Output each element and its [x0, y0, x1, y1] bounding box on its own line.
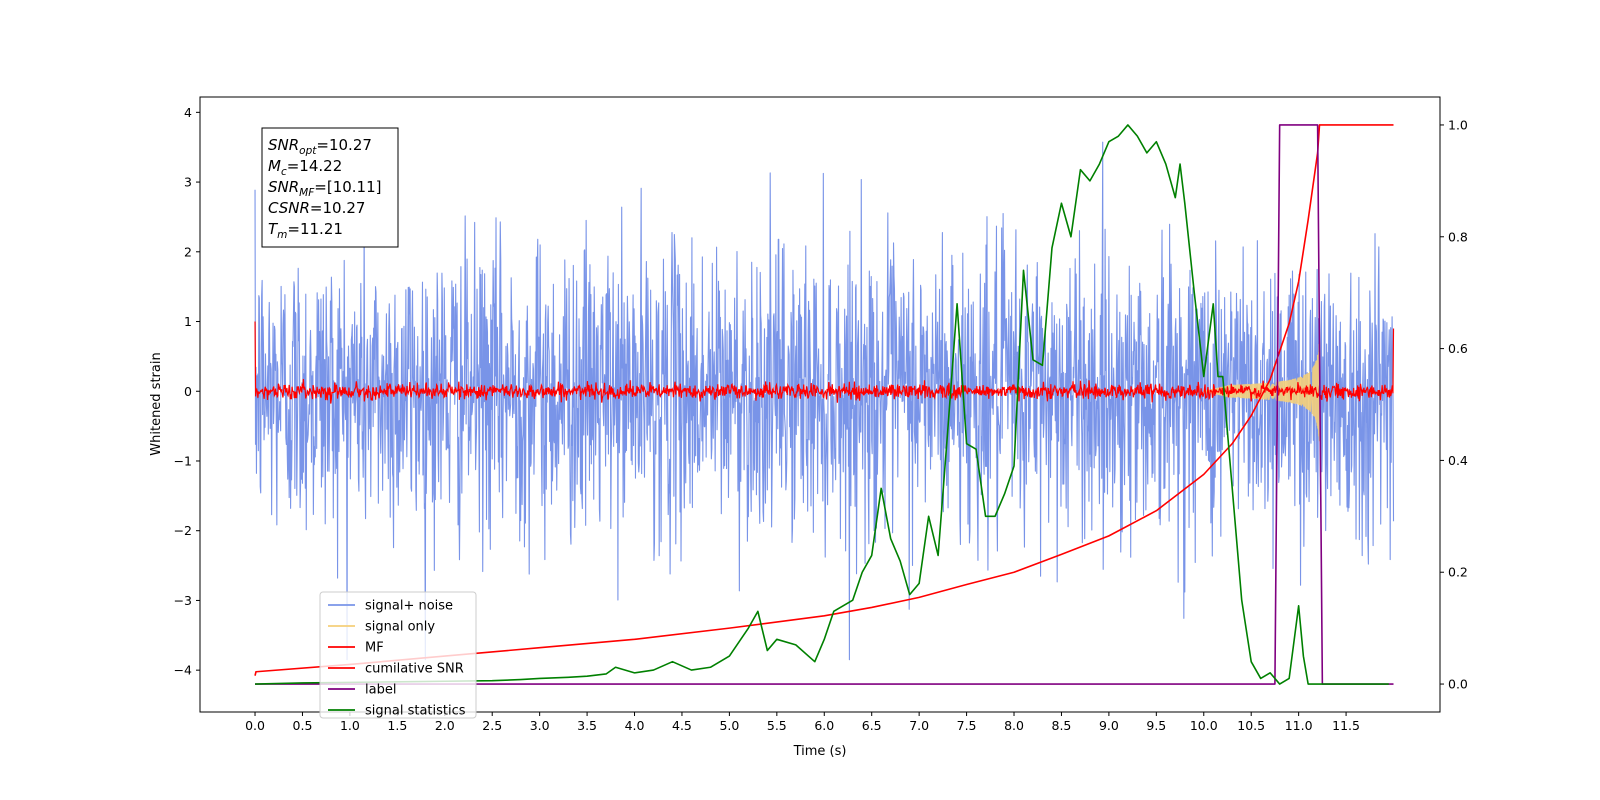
- x-tick-label: 8.5: [1052, 718, 1072, 733]
- x-tick-label: 5.0: [719, 718, 739, 733]
- legend-frame: [319, 591, 477, 719]
- x-tick-label: 0.5: [293, 718, 313, 733]
- x-tick-label: 9.5: [1146, 718, 1166, 733]
- x-tick-label: 1.5: [387, 718, 407, 733]
- stats-line: Tm=11.21: [268, 220, 343, 241]
- x-tick-label: 3.5: [577, 718, 597, 733]
- x-axis: 0.0 0.5 1.0 1.5 2.0 2.5 3.0 3.5 4.0 4.5 5.0 5.5 6.0 6…: [245, 712, 1360, 733]
- x-tick-label: 5.5: [767, 718, 787, 733]
- series-line-signal-noise: [254, 141, 1395, 661]
- stats-box: SNRopt=10.27Mc=14.22SNRMF=[10.11]CSNR=10…: [261, 127, 399, 248]
- series-line-signal-statistics: [255, 124, 1389, 685]
- y-axis-title: Whitened strain: [149, 352, 164, 455]
- x-tick-label: 4.0: [625, 718, 645, 733]
- x-tick-label: 11.0: [1285, 718, 1313, 733]
- legend-label: label: [365, 683, 396, 698]
- y-tick-label: −1: [174, 453, 192, 468]
- legend-label: signal+ noise: [365, 599, 453, 614]
- y-tick-label: 3: [184, 175, 192, 190]
- y-tick-label: 4: [184, 105, 192, 120]
- y-axis-right: 1.0 0.8 0.6 0.4 0.2 0.0: [1440, 117, 1468, 692]
- y2-tick-label: 1.0: [1448, 117, 1468, 132]
- y-tick-label: 0: [184, 384, 192, 399]
- x-tick-label: 0.0: [245, 718, 265, 733]
- legend-label: signal statistics: [365, 704, 466, 719]
- x-tick-label: 8.0: [1004, 718, 1024, 733]
- x-tick-label: 7.0: [909, 718, 929, 733]
- stats-line: SNRopt=10.27: [268, 136, 372, 157]
- stats-line: CSNR=10.27: [268, 199, 365, 217]
- x-tick-label: 10.0: [1190, 718, 1218, 733]
- x-axis-title: Time (s): [793, 744, 847, 759]
- x-tick-label: 6.5: [862, 718, 882, 733]
- stats-line: Mc=14.22: [268, 157, 342, 178]
- x-tick-label: 6.0: [814, 718, 834, 733]
- series-line-cumilative-snr: [254, 124, 1394, 676]
- stats-line: SNRMF=[10.11]: [268, 178, 382, 199]
- y-tick-label: 1: [184, 314, 192, 329]
- stats-box-frame: [261, 127, 399, 248]
- legend-label: signal only: [365, 620, 435, 635]
- plot-frame: [199, 96, 1441, 713]
- legend-label: cumilative SNR: [365, 662, 464, 677]
- y-axis-left: 4 3 2 1 0 −1 −2 −3 −4: [174, 105, 200, 678]
- y-tick-label: −3: [174, 593, 192, 608]
- y2-tick-label: 0.0: [1448, 677, 1468, 692]
- series-line-mf: [254, 321, 1395, 404]
- y2-tick-label: 0.8: [1448, 229, 1468, 244]
- x-tick-label: 9.0: [1099, 718, 1119, 733]
- legend: signal+ noise signal only MF cumilative SNR…: [319, 591, 477, 719]
- y2-tick-label: 0.2: [1448, 565, 1468, 580]
- y-tick-label: −4: [174, 663, 192, 678]
- y-tick-label: 2: [184, 244, 192, 259]
- x-tick-label: 11.5: [1332, 718, 1360, 733]
- y2-tick-label: 0.4: [1448, 453, 1468, 468]
- x-tick-label: 3.0: [530, 718, 550, 733]
- plot-area: [254, 124, 1395, 685]
- y-tick-label: −2: [174, 523, 192, 538]
- x-tick-label: 7.5: [957, 718, 977, 733]
- x-tick-label: 1.0: [340, 718, 360, 733]
- x-tick-label: 10.5: [1237, 718, 1265, 733]
- x-tick-label: 2.5: [482, 718, 502, 733]
- x-tick-label: 4.5: [672, 718, 692, 733]
- legend-label: MF: [365, 641, 384, 656]
- y2-tick-label: 0.6: [1448, 341, 1468, 356]
- x-tick-label: 2.0: [435, 718, 455, 733]
